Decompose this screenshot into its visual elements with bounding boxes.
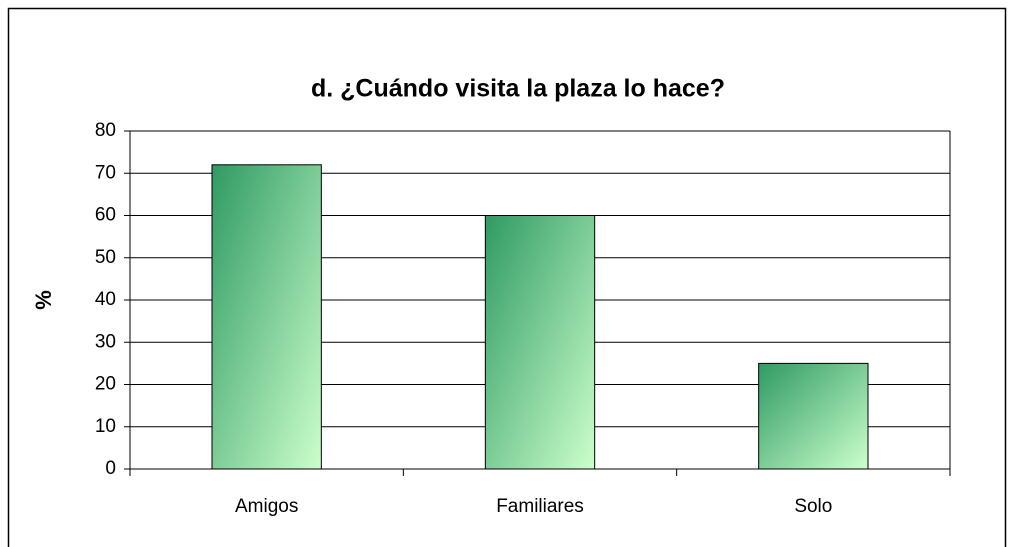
- y-tick-label: 20: [95, 374, 116, 395]
- y-tick-label: 40: [95, 289, 116, 310]
- x-tick-label: Amigos: [235, 496, 298, 517]
- y-tick-label: 60: [95, 205, 116, 226]
- bar: [758, 362, 869, 470]
- bar: [484, 215, 596, 470]
- y-tick-label: 50: [95, 247, 116, 268]
- x-tick-label: Familiares: [496, 496, 584, 517]
- y-tick-label: 30: [95, 331, 116, 352]
- y-tick-label: 70: [95, 162, 116, 183]
- y-axis-label: %: [31, 290, 56, 310]
- y-tick-label: 0: [105, 458, 116, 479]
- y-tick-label: 80: [95, 120, 116, 141]
- x-tick-label: Solo: [794, 496, 832, 517]
- chart-title: d. ¿Cuándo visita la plaza lo hace?: [311, 75, 725, 103]
- y-tick-label: 10: [95, 416, 116, 437]
- bar: [211, 164, 322, 470]
